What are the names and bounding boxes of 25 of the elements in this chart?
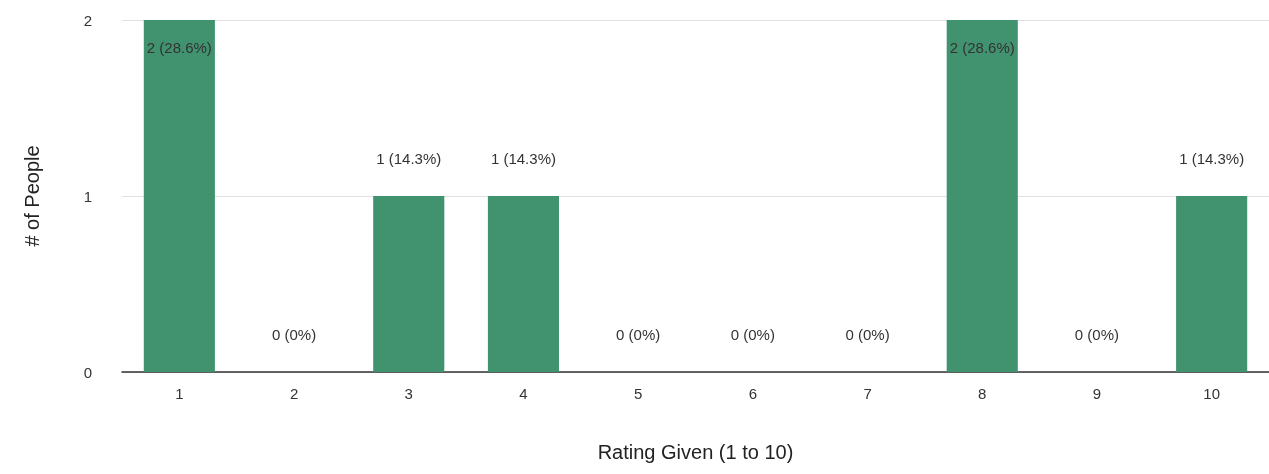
- data-label: 0 (0%): [730, 326, 775, 343]
- x-tick-label: 8: [978, 385, 987, 402]
- data-label: 2 (28.6%): [949, 39, 1015, 56]
- data-label: 0 (0%): [845, 326, 890, 343]
- x-tick-label: 9: [1092, 385, 1102, 402]
- y-tick-label: 0: [83, 363, 92, 381]
- x-tick-label: 3: [404, 385, 413, 402]
- x-tick-label: 5: [633, 385, 643, 402]
- x-tick-label: 4: [519, 385, 528, 402]
- x-tick-label: 10: [1203, 385, 1220, 402]
- x-tick-label: 2: [289, 385, 299, 402]
- data-label: 0 (0%): [271, 326, 317, 343]
- y-tick-label: 1: [83, 187, 92, 205]
- x-tick-label: 7: [863, 385, 872, 402]
- data-label: 0 (0%): [616, 326, 661, 343]
- x-axis-title: Rating Given (1 to 10): [597, 441, 794, 463]
- x-tick-label: 6: [748, 385, 758, 402]
- y-tick-label: 2: [83, 11, 92, 29]
- data-label: 1 (14.3%): [1179, 150, 1245, 167]
- data-label: 0 (0%): [1074, 326, 1120, 343]
- y-axis-title: # of People: [21, 145, 43, 247]
- data-label: 1 (14.3%): [490, 150, 556, 167]
- data-label: 1 (14.3%): [376, 150, 442, 167]
- x-tick-label: 1: [175, 385, 184, 402]
- data-label: 2 (28.6%): [146, 39, 212, 56]
